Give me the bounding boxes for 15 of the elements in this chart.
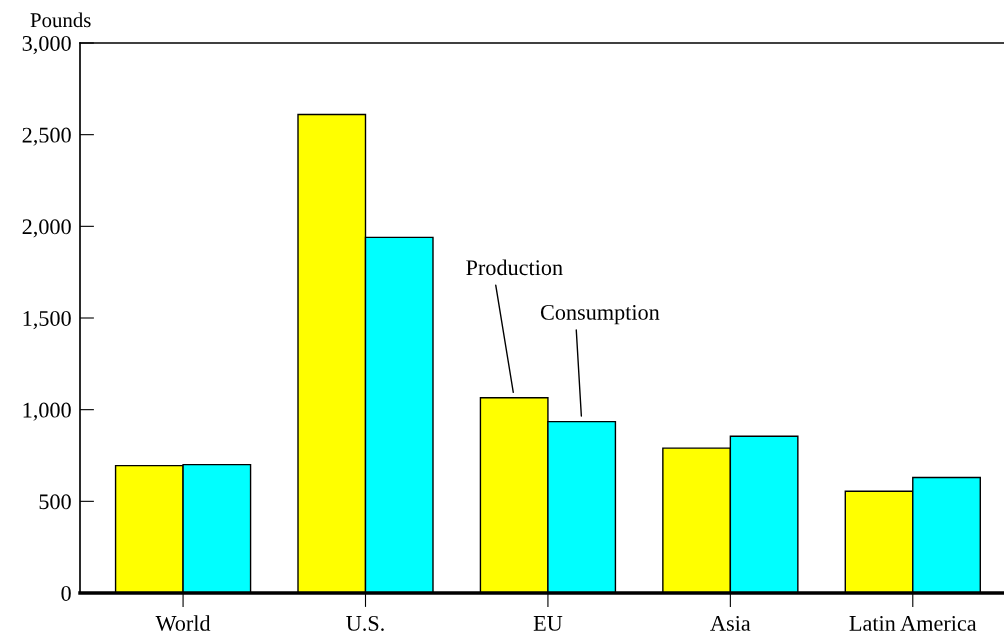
- y-tick-label: 1,500: [23, 310, 71, 330]
- x-tick-label: Asia: [710, 615, 751, 631]
- x-tick-label: EU: [533, 616, 563, 631]
- y-axis-title: Pounds: [30, 12, 91, 28]
- y-tick-label: 2,000: [22, 219, 71, 238]
- x-tick-label: World: [155, 615, 211, 631]
- x-tick-label: U.S.: [346, 615, 384, 631]
- x-tick-label: Latin America: [849, 615, 977, 631]
- text: Production: [466, 259, 563, 276]
- y-tick-label: 500: [39, 494, 71, 510]
- y-tick-label: 2,500: [22, 127, 71, 146]
- y-tick-label: 0: [61, 585, 71, 601]
- y-tick-label: 1,000: [23, 402, 71, 421]
- y-tick-label: 3,000: [22, 35, 71, 55]
- text: Consumption: [540, 304, 660, 325]
